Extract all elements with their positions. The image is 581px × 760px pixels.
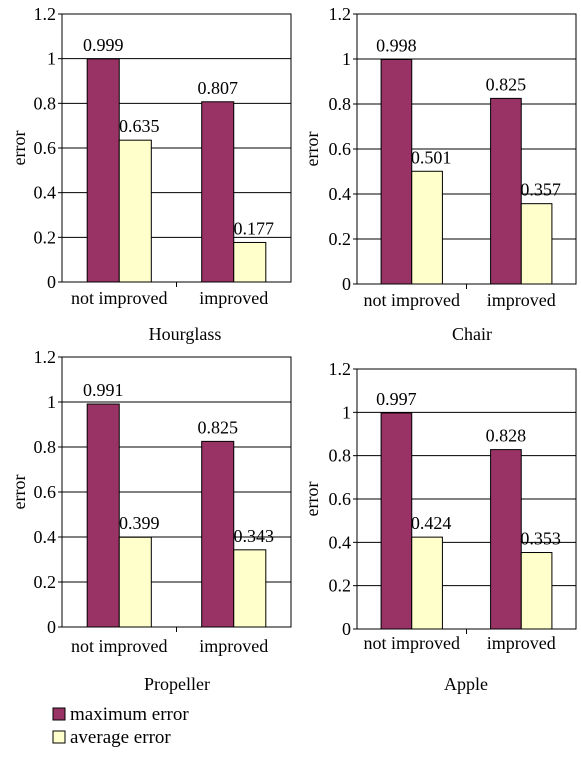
data-label: 0.999 — [83, 35, 124, 55]
y-tick-label: 0.4 — [34, 527, 57, 547]
y-tick-label: 0.8 — [34, 93, 57, 113]
chart-title: Apple — [444, 674, 488, 694]
y-axis-label: error — [302, 482, 322, 517]
bar-average-error — [233, 549, 267, 628]
bar-maximum-error — [201, 101, 235, 283]
chart-title: Hourglass — [149, 324, 222, 344]
y-tick-label: 0.4 — [34, 183, 57, 203]
y-tick-label: 1 — [342, 402, 351, 422]
x-category-label: not improved — [71, 636, 168, 656]
y-tick-label: 0.6 — [329, 489, 352, 509]
y-axis-label: error — [9, 131, 29, 166]
bar-maximum-error — [86, 58, 120, 283]
y-tick-label: 0 — [47, 617, 56, 637]
y-tick-label: 0.2 — [34, 227, 57, 247]
bar-average-error — [411, 536, 443, 630]
y-tick-label: 0 — [47, 272, 56, 292]
y-tick-label: 0.6 — [34, 482, 57, 502]
data-label: 0.399 — [119, 513, 160, 533]
y-tick-label: 0.2 — [329, 229, 352, 249]
y-tick-label: 0.2 — [329, 576, 352, 596]
data-label: 0.353 — [520, 529, 561, 549]
bar-average-error — [520, 552, 553, 630]
data-label: 0.424 — [411, 513, 452, 533]
bar-average-error — [520, 203, 553, 285]
y-tick-label: 1.2 — [34, 4, 57, 24]
y-tick-label: 1.2 — [34, 347, 57, 367]
y-tick-label: 0 — [342, 274, 351, 294]
x-category-label: not improved — [364, 290, 461, 310]
x-category-label: not improved — [71, 288, 168, 308]
x-category-label: improved — [199, 288, 268, 308]
x-category-label: improved — [487, 290, 556, 310]
bar-maximum-error — [86, 403, 120, 628]
x-category-label: improved — [487, 633, 556, 653]
data-label: 0.635 — [119, 116, 160, 136]
data-label: 0.825 — [197, 417, 238, 437]
data-label: 0.177 — [234, 218, 275, 238]
data-label: 0.828 — [486, 426, 527, 446]
bar-average-error — [233, 241, 267, 283]
data-label: 0.501 — [411, 147, 452, 167]
data-label: 0.991 — [83, 380, 124, 400]
y-tick-label: 1 — [47, 49, 56, 69]
bar-maximum-error — [380, 58, 413, 285]
data-label: 0.343 — [234, 526, 275, 546]
y-tick-label: 1 — [342, 49, 351, 69]
data-label: 0.998 — [376, 35, 417, 55]
y-tick-label: 0.8 — [329, 94, 352, 114]
y-tick-label: 0 — [342, 619, 351, 639]
bar-maximum-error — [380, 412, 413, 630]
y-tick-label: 0.4 — [329, 184, 352, 204]
y-axis-label: error — [9, 475, 29, 510]
legend-swatch — [52, 730, 66, 744]
chart-title: Chair — [452, 324, 492, 344]
x-category-label: improved — [199, 636, 268, 656]
legend-label: maximum error — [70, 704, 189, 725]
bar-maximum-error — [201, 440, 235, 628]
y-tick-label: 0.4 — [329, 532, 352, 552]
legend-swatch — [52, 707, 66, 721]
chart-title: Propeller — [144, 674, 210, 694]
x-category-label: not improved — [364, 633, 461, 653]
y-tick-label: 0.8 — [329, 446, 352, 466]
y-axis-label: error — [302, 132, 322, 167]
data-label: 0.357 — [520, 180, 561, 200]
y-tick-label: 0.2 — [34, 572, 57, 592]
bar-average-error — [118, 139, 152, 283]
y-tick-label: 0.6 — [329, 139, 352, 159]
data-label: 0.807 — [197, 78, 238, 98]
y-tick-label: 1.2 — [329, 4, 352, 24]
y-tick-label: 1.2 — [329, 359, 352, 379]
data-label: 0.825 — [486, 74, 527, 94]
data-label: 0.997 — [376, 389, 417, 409]
y-tick-label: 0.6 — [34, 138, 57, 158]
bar-average-error — [411, 170, 443, 285]
bar-maximum-error — [490, 97, 522, 285]
bar-maximum-error — [490, 449, 522, 630]
y-tick-label: 1 — [47, 392, 56, 412]
bar-average-error — [118, 536, 152, 628]
legend-label: average error — [70, 727, 171, 748]
y-tick-label: 0.8 — [34, 437, 57, 457]
